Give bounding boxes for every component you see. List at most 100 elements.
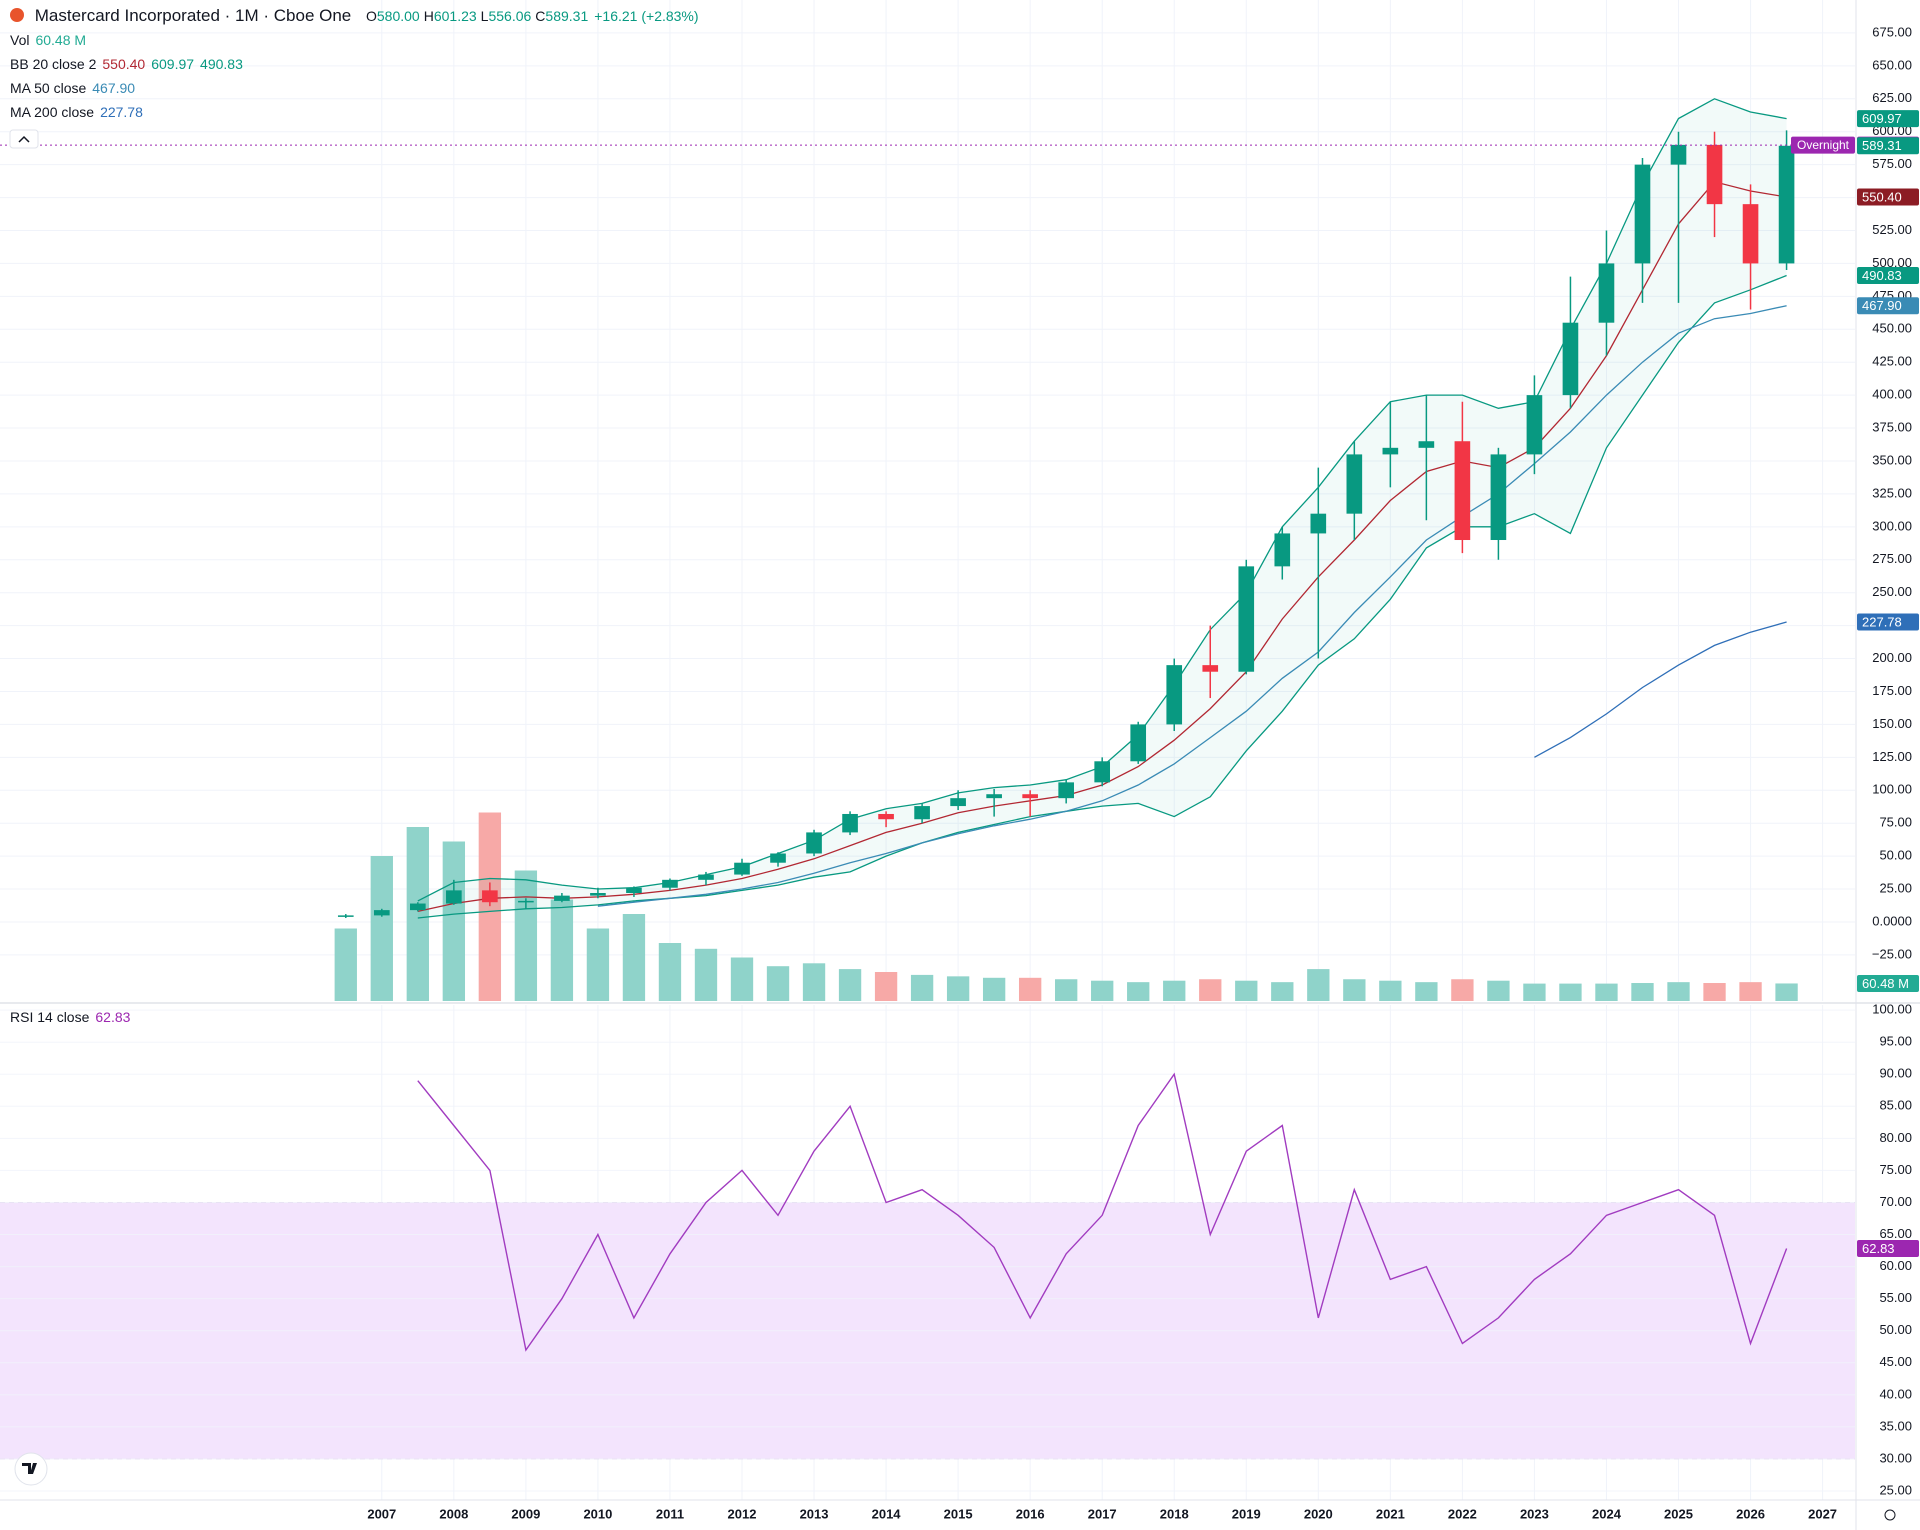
volume-bar bbox=[1235, 980, 1258, 1001]
rsi-tick-label: 90.00 bbox=[1879, 1066, 1912, 1081]
x-tick-label: 2027 bbox=[1808, 1506, 1837, 1521]
ohlc-value: 601.23 bbox=[433, 8, 477, 24]
candle-body bbox=[1238, 566, 1255, 672]
candle-body bbox=[1634, 164, 1651, 264]
badge-note: Overnight bbox=[1797, 138, 1850, 152]
x-tick-label: 2011 bbox=[656, 1506, 684, 1521]
legend-label: BB 20 close 2 bbox=[10, 56, 97, 72]
x-tick-label: 2020 bbox=[1304, 1506, 1333, 1521]
y-tick-label: 400.00 bbox=[1872, 387, 1912, 402]
volume-bar bbox=[478, 812, 502, 1001]
volume-bar bbox=[406, 827, 429, 1001]
rsi-tick-label: 45.00 bbox=[1879, 1354, 1912, 1369]
tv-logo-mark bbox=[22, 1463, 37, 1474]
volume-bar bbox=[1343, 979, 1366, 1001]
y-tick-label: 450.00 bbox=[1872, 321, 1912, 336]
volume-bar bbox=[1631, 983, 1654, 1001]
symbol-logo bbox=[10, 8, 24, 22]
candle-body bbox=[554, 895, 570, 901]
volume-bar bbox=[838, 969, 862, 1001]
x-tick-label: 2019 bbox=[1232, 1506, 1261, 1521]
candle-body bbox=[1130, 724, 1147, 762]
price-badge-label: 589.31 bbox=[1862, 138, 1902, 153]
y-tick-label: 325.00 bbox=[1872, 485, 1912, 500]
volume-bar bbox=[1091, 980, 1114, 1001]
volume-bar bbox=[1595, 983, 1618, 1001]
settings-icon[interactable] bbox=[1884, 1509, 1896, 1521]
candle-body bbox=[1166, 665, 1183, 725]
change-value: +16.21 (+2.83%) bbox=[594, 8, 699, 24]
x-tick-label: 2010 bbox=[583, 1506, 612, 1521]
y-tick-label: 200.00 bbox=[1872, 650, 1912, 665]
volume-bar bbox=[1271, 982, 1294, 1001]
price-badge bbox=[1857, 110, 1919, 128]
price-badge-label: 60.48 M bbox=[1862, 976, 1909, 991]
volume-bar bbox=[1703, 983, 1726, 1001]
volume-bar bbox=[1199, 979, 1222, 1001]
y-tick-label: 300.00 bbox=[1872, 518, 1912, 533]
symbol-title: Mastercard Incorporated · 1M · Cboe One bbox=[34, 6, 352, 25]
volume-bar bbox=[1451, 979, 1474, 1001]
price-badge bbox=[1857, 974, 1919, 992]
price-badge-label: 490.83 bbox=[1862, 268, 1902, 283]
volume-bar bbox=[586, 928, 610, 1001]
candle-body bbox=[1598, 263, 1615, 323]
rsi-tick-label: 75.00 bbox=[1879, 1162, 1912, 1177]
volume-bar bbox=[1487, 980, 1510, 1001]
candle-body bbox=[1490, 454, 1507, 541]
rsi-tick-label: 25.00 bbox=[1879, 1482, 1912, 1497]
price-badge-label: 62.83 bbox=[1862, 1241, 1895, 1256]
x-tick-label: 2025 bbox=[1664, 1506, 1693, 1521]
ma50-legend: MA 50 close 467.90 bbox=[10, 80, 141, 96]
x-tick-label: 2017 bbox=[1088, 1506, 1117, 1521]
x-tick-label: 2013 bbox=[800, 1506, 829, 1521]
legend-value: 467.90 bbox=[92, 80, 136, 96]
x-tick-label: 2016 bbox=[1016, 1506, 1045, 1521]
x-tick-label: 2014 bbox=[872, 1506, 902, 1521]
legend-value: 490.83 bbox=[200, 56, 243, 72]
y-tick-label: 375.00 bbox=[1872, 419, 1912, 434]
price-badge bbox=[1857, 1239, 1919, 1257]
collapse-icon bbox=[18, 135, 30, 143]
volume-bar bbox=[1667, 982, 1690, 1001]
volume-bar bbox=[442, 841, 466, 1001]
rsi-tick-label: 50.00 bbox=[1879, 1322, 1912, 1337]
symbol-legend: Mastercard Incorporated · 1M · Cboe One … bbox=[10, 6, 711, 26]
candle-body bbox=[482, 890, 498, 903]
ma200-legend: MA 200 close 227.78 bbox=[10, 104, 149, 120]
volume-bar bbox=[982, 977, 1006, 1001]
x-tick-label: 2021 bbox=[1376, 1506, 1405, 1521]
y-tick-label: 175.00 bbox=[1872, 683, 1912, 698]
x-tick-label: 2024 bbox=[1592, 1506, 1622, 1521]
candle-body bbox=[1346, 454, 1363, 514]
volume-bar bbox=[1739, 982, 1762, 1001]
candle-body bbox=[950, 798, 966, 807]
candle-body bbox=[806, 832, 822, 854]
candle-body bbox=[878, 813, 894, 820]
volume-bar bbox=[694, 948, 718, 1001]
candle-body bbox=[410, 903, 426, 911]
candle-body bbox=[373, 910, 390, 916]
ohlc-value: 580.00 bbox=[376, 8, 420, 24]
volume-bar bbox=[1523, 983, 1546, 1001]
y-tick-label: 575.00 bbox=[1872, 156, 1912, 171]
price-badge bbox=[1857, 188, 1919, 206]
vol-legend: Vol 60.48 M bbox=[10, 32, 92, 48]
volume-bar bbox=[622, 914, 646, 1001]
candle-body bbox=[1202, 665, 1219, 672]
volume-bar bbox=[1775, 983, 1798, 1001]
candle-body bbox=[734, 862, 750, 875]
candle-body bbox=[446, 890, 462, 904]
y-tick-label: 425.00 bbox=[1872, 354, 1912, 369]
collapse-button[interactable] bbox=[9, 129, 39, 149]
legend-value: 227.78 bbox=[100, 104, 143, 120]
price-badge-label: 467.90 bbox=[1862, 298, 1902, 313]
badge-note-bg bbox=[1791, 136, 1855, 154]
y-tick-label: −25.00 bbox=[1872, 946, 1912, 961]
price-badge bbox=[1857, 613, 1919, 631]
candle-body bbox=[626, 887, 642, 893]
x-tick-label: 2007 bbox=[367, 1506, 396, 1521]
candle-body bbox=[986, 794, 1002, 799]
